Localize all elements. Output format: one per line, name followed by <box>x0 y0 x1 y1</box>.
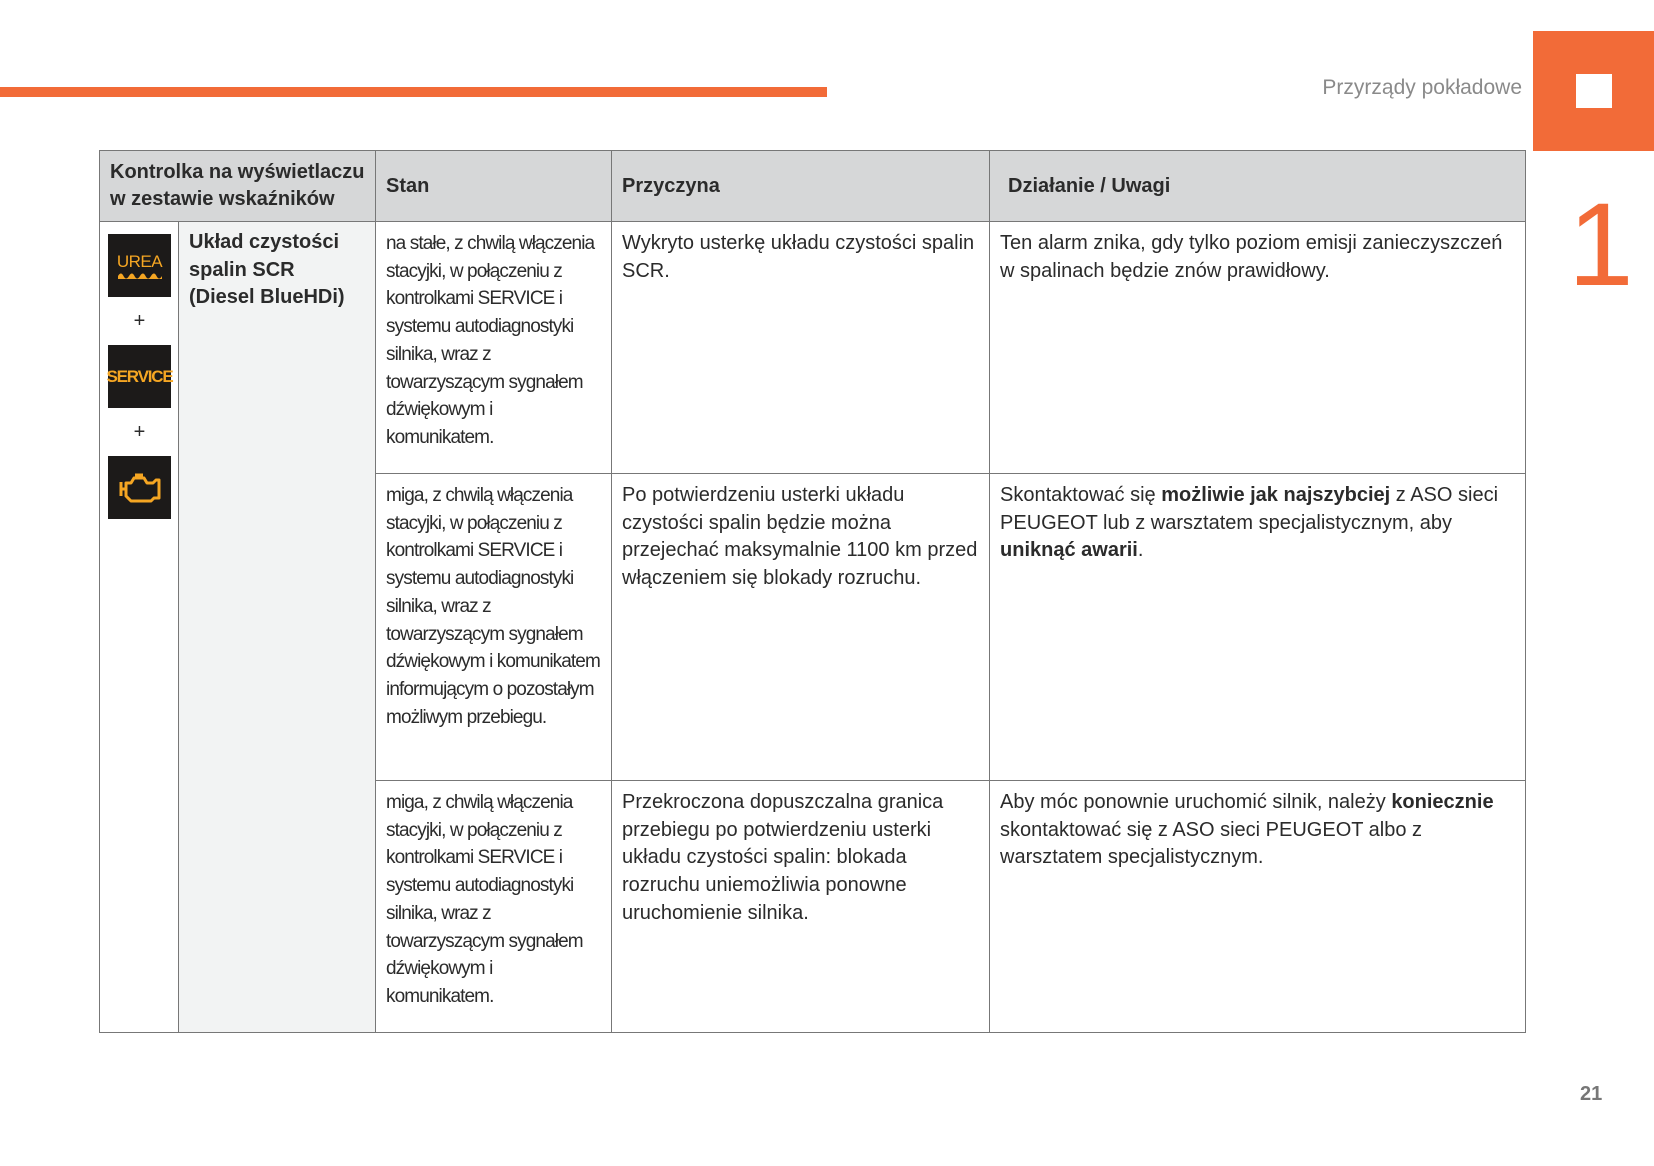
table-header-row: Kontrolka na wyświetlaczu w zestawie wsk… <box>98 150 1527 222</box>
stan-cell: miga, z chwilą włączenia stacyjki, w poł… <box>375 780 613 1033</box>
plus-sign: + <box>133 421 146 443</box>
emphasis-text: możliwie jak najszybciej <box>1161 484 1391 506</box>
table-row: miga, z chwilą włączenia stacyjki, w poł… <box>100 780 1527 1033</box>
engine-check-icon <box>108 456 171 519</box>
chapter-tab <box>1533 31 1654 151</box>
service-icon: SERVICE <box>107 345 174 408</box>
table-row: UREA + SERVICE + Układ czystości spalin … <box>99 221 1527 1033</box>
square-icon <box>1576 74 1612 108</box>
text-segment: Skontaktować się <box>1000 484 1162 506</box>
text-segment: . <box>1137 539 1144 562</box>
text-segment: z ASO sieci PEUGEOT lub z warsztatem spe… <box>1000 484 1499 534</box>
text-segment: Aby móc ponownie uruchomić silnik, należ… <box>1000 791 1392 813</box>
dzialanie-cell: Ten alarm znika, gdy tylko poziom emisji… <box>989 221 1527 474</box>
przyczyna-cell: Po potwierdzeniu usterki układu czystośc… <box>611 473 991 781</box>
przyczyna-cell: Wykryto usterkę układu czystości spalin … <box>611 221 991 474</box>
column-header: Stan <box>375 150 613 222</box>
urea-icon: UREA <box>108 234 171 297</box>
header-accent-bar <box>0 87 827 97</box>
indicator-icons: UREA + SERVICE + <box>99 221 179 1033</box>
column-header: Kontrolka na wyświetlaczu w zestawie wsk… <box>98 150 377 222</box>
table-row: miga, z chwilą włączenia stacyjki, w poł… <box>100 473 1527 781</box>
stan-cell: na stałe, z chwilą włączenia stacyjki, w… <box>375 221 613 474</box>
emphasis-text: koniecznie <box>1391 791 1494 813</box>
text-segment: skontaktować się z ASO sieci PEUGEOT alb… <box>1000 818 1423 869</box>
indicator-table: Kontrolka na wyświetlaczu w zestawie wsk… <box>98 150 1527 1033</box>
section-title: Przyrządy pokładowe <box>1322 76 1522 99</box>
dzialanie-cell: Skontaktować się możliwie jak najszybcie… <box>989 473 1527 781</box>
column-header: Działanie / Uwagi <box>989 150 1527 222</box>
column-header: Przyczyna <box>611 150 991 222</box>
page-number: 21 <box>1580 1083 1603 1105</box>
emphasis-text: uniknąć awarii <box>1000 539 1138 562</box>
text-segment: Ten alarm znika, gdy tylko poziom emisji… <box>1000 232 1503 282</box>
stan-cell: miga, z chwilą włączenia stacyjki, w poł… <box>375 473 613 781</box>
plus-sign: + <box>133 310 146 332</box>
chapter-number: 1 <box>1568 179 1634 311</box>
przyczyna-cell: Przekroczona dopuszczalna granica przebi… <box>611 780 991 1033</box>
dzialanie-cell: Aby móc ponownie uruchomić silnik, należ… <box>989 780 1527 1033</box>
system-name: Układ czystości spalin SCR (Diesel BlueH… <box>177 221 377 1033</box>
